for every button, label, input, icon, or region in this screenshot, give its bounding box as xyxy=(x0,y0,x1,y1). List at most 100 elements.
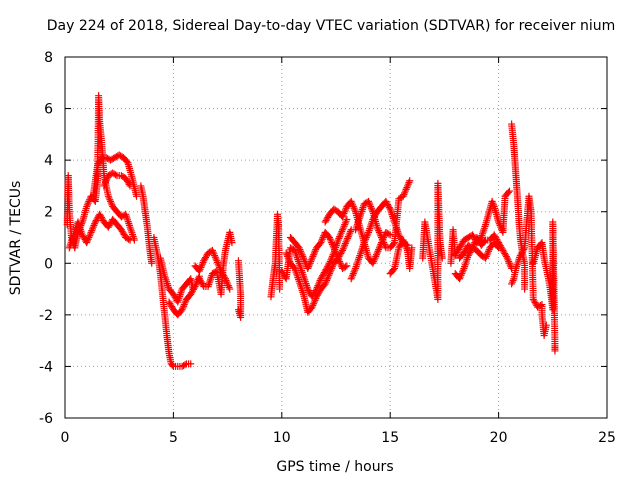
x-axis-label: GPS time / hours xyxy=(276,459,393,475)
data-point xyxy=(179,304,187,312)
data-point xyxy=(234,257,242,265)
data-points xyxy=(63,92,559,370)
series-sdtvar xyxy=(63,92,559,370)
data-point xyxy=(101,178,109,186)
data-point xyxy=(226,285,234,293)
data-point xyxy=(380,239,388,247)
data-point xyxy=(375,227,383,235)
data-point xyxy=(537,301,545,309)
data-point xyxy=(379,237,387,245)
data-point xyxy=(190,284,198,292)
data-point xyxy=(276,285,284,293)
data-point xyxy=(368,206,376,214)
data-point xyxy=(105,194,113,202)
data-point xyxy=(340,209,348,217)
data-point xyxy=(315,278,323,286)
data-point xyxy=(363,232,371,240)
data-point xyxy=(506,261,514,269)
data-point xyxy=(196,265,204,273)
data-point xyxy=(317,239,325,247)
data-point xyxy=(367,203,375,211)
data-point xyxy=(335,234,343,242)
data-point xyxy=(362,234,370,241)
data-point xyxy=(315,280,323,288)
data-point xyxy=(351,266,359,274)
data-point xyxy=(374,225,382,233)
data-point xyxy=(223,278,231,286)
data-point xyxy=(482,254,490,262)
data-point xyxy=(290,263,298,271)
data-point xyxy=(310,300,318,308)
data-point xyxy=(380,240,388,248)
data-point xyxy=(483,251,491,259)
data-point xyxy=(456,275,464,283)
data-point xyxy=(85,234,93,241)
data-point xyxy=(503,254,511,262)
data-point xyxy=(458,268,466,276)
data-point xyxy=(370,256,378,264)
data-point xyxy=(505,259,513,267)
data-point xyxy=(402,185,410,193)
data-point xyxy=(333,252,341,260)
data-point xyxy=(310,251,318,259)
data-point xyxy=(372,252,380,260)
data-point xyxy=(209,248,217,256)
data-point xyxy=(438,254,446,262)
data-point xyxy=(403,245,411,253)
data-point xyxy=(365,197,373,205)
data-point xyxy=(306,259,314,267)
data-point xyxy=(125,180,133,188)
data-point xyxy=(199,258,207,266)
data-point xyxy=(340,222,348,230)
data-point xyxy=(345,231,353,239)
data-point xyxy=(488,197,496,205)
data-point xyxy=(342,217,350,225)
data-point xyxy=(348,273,356,281)
data-point xyxy=(106,196,114,204)
data-point xyxy=(377,232,385,240)
data-point xyxy=(102,177,110,185)
data-point xyxy=(389,266,397,274)
data-point xyxy=(213,257,221,265)
data-point xyxy=(399,192,407,200)
data-point xyxy=(336,258,344,266)
data-point xyxy=(343,236,351,244)
data-point xyxy=(327,237,335,245)
data-point xyxy=(211,253,219,261)
data-point xyxy=(83,239,91,247)
data-point xyxy=(297,247,305,255)
data-point xyxy=(307,256,315,264)
data-point xyxy=(347,275,355,283)
data-point xyxy=(344,234,352,242)
data-point xyxy=(187,360,195,368)
data-point xyxy=(338,227,346,235)
data-point xyxy=(323,275,331,283)
data-point xyxy=(369,259,377,267)
data-point xyxy=(334,236,342,244)
data-point xyxy=(362,235,370,243)
data-point xyxy=(324,273,332,281)
data-point xyxy=(542,321,550,329)
data-point xyxy=(319,234,327,241)
data-point xyxy=(168,361,176,369)
data-point xyxy=(341,263,349,271)
data-point xyxy=(342,238,350,246)
data-point xyxy=(459,266,467,274)
data-point xyxy=(323,276,331,284)
data-point xyxy=(305,263,313,271)
data-point xyxy=(385,230,393,238)
data-point xyxy=(180,301,188,309)
x-tick-label: 20 xyxy=(490,430,508,446)
data-point xyxy=(299,252,307,260)
data-point xyxy=(489,199,497,207)
data-point xyxy=(126,182,134,190)
data-point xyxy=(107,199,115,207)
data-point xyxy=(364,230,372,238)
data-point xyxy=(328,240,336,248)
y-tick-label: -2 xyxy=(39,308,53,324)
data-point xyxy=(191,282,199,290)
data-point xyxy=(456,273,464,281)
data-point xyxy=(328,264,336,272)
data-point xyxy=(521,285,529,293)
